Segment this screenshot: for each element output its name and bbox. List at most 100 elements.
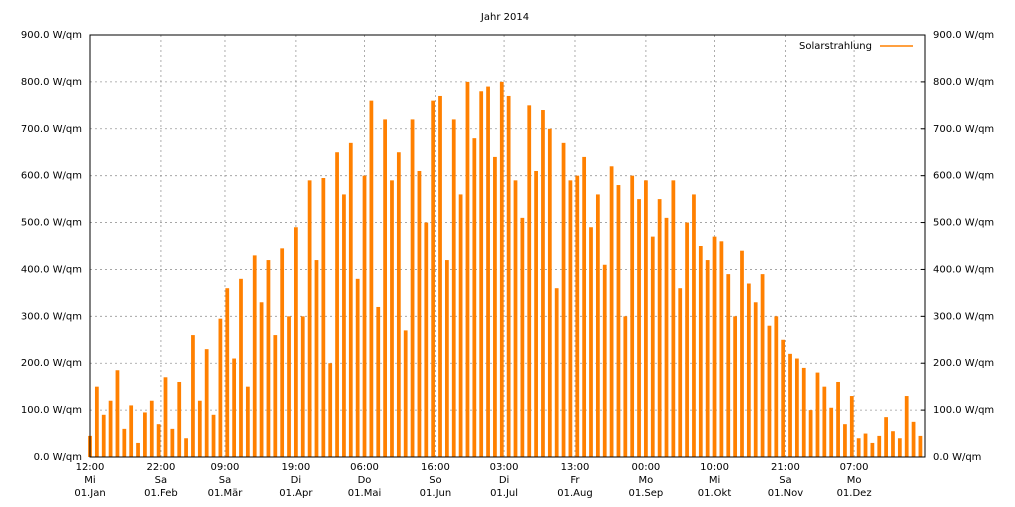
bar — [554, 288, 559, 457]
bar — [849, 396, 854, 457]
bar — [623, 316, 628, 457]
bar — [877, 435, 882, 457]
bar — [486, 86, 490, 458]
x-tick-label: 19:00 Di 01.Apr — [279, 462, 313, 499]
bar — [602, 264, 607, 457]
bar — [184, 438, 188, 457]
bar — [451, 119, 456, 458]
bar — [129, 405, 134, 457]
y-tick-label: 300.0 W/qm — [21, 311, 82, 322]
bar — [163, 377, 168, 457]
x-tick-label: 09:00 Sa 01.Mär — [207, 462, 243, 499]
bar — [335, 152, 339, 457]
bar — [328, 363, 333, 457]
bar — [177, 381, 182, 457]
bar — [664, 217, 669, 457]
bar — [170, 428, 175, 457]
bar — [499, 81, 504, 457]
bar — [294, 227, 298, 457]
bar — [458, 194, 463, 457]
bar — [204, 349, 209, 457]
bar — [108, 400, 113, 457]
bar — [746, 283, 751, 457]
y2-tick-label: 200.0 W/qm — [933, 358, 994, 369]
bar — [403, 330, 408, 457]
bar — [897, 438, 902, 457]
bar — [918, 435, 923, 457]
plot-frame — [89, 34, 926, 458]
bar — [589, 227, 593, 457]
bar — [472, 138, 477, 457]
bar — [644, 180, 648, 457]
bar — [410, 119, 415, 458]
x-tick-label: 06:00 Do 01.Mai — [347, 462, 382, 499]
y-tick-label: 200.0 W/qm — [21, 358, 82, 369]
bar — [753, 302, 758, 457]
bar — [582, 156, 587, 457]
bar — [527, 105, 532, 457]
bar — [307, 180, 312, 457]
bar — [836, 381, 840, 457]
bar — [211, 414, 216, 457]
bar — [595, 194, 600, 457]
legend-label: Solarstrahlung — [799, 41, 872, 52]
bar — [300, 316, 305, 457]
bar — [149, 400, 154, 457]
bar — [795, 358, 799, 457]
y2-tick-label: 600.0 W/qm — [933, 171, 994, 182]
y2-tick-label: 500.0 W/qm — [933, 218, 994, 229]
bar — [671, 180, 676, 457]
y-tick-label: 500.0 W/qm — [21, 218, 82, 229]
bar — [911, 421, 916, 457]
bar — [424, 222, 429, 457]
bar — [252, 255, 257, 457]
bar — [362, 175, 367, 457]
bar — [273, 335, 278, 457]
x-tick-label: 03:00 Di 01.Jul — [489, 462, 519, 499]
bar — [685, 222, 689, 457]
bar — [863, 433, 868, 457]
bar — [520, 217, 525, 457]
y-tick-label: 900.0 W/qm — [21, 30, 82, 41]
bar — [541, 110, 545, 458]
y2-tick-label: 300.0 W/qm — [933, 311, 994, 322]
bar — [417, 170, 422, 457]
bar — [156, 424, 161, 457]
bar — [719, 241, 724, 457]
y2-tick-label: 700.0 W/qm — [933, 124, 994, 135]
bar — [438, 95, 442, 457]
y-tick-label: 0.0 W/qm — [34, 452, 82, 463]
bar — [197, 400, 202, 457]
bar — [191, 335, 195, 457]
bar — [774, 316, 779, 457]
bar — [534, 170, 538, 457]
bar — [561, 142, 566, 457]
bar — [856, 438, 861, 457]
bar — [637, 199, 641, 457]
bar — [678, 288, 683, 457]
bar — [692, 194, 696, 457]
bar — [239, 278, 243, 457]
bar — [287, 316, 291, 457]
y2-tick-label: 100.0 W/qm — [933, 405, 994, 416]
x-tick-label: 13:00 Fr 01.Aug — [557, 462, 593, 499]
y2-tick-label: 0.0 W/qm — [933, 452, 981, 463]
bar — [355, 278, 360, 457]
x-tick-label: 16:00 So 01.Jun — [419, 462, 452, 499]
bar — [444, 260, 449, 457]
bar — [259, 302, 264, 457]
x-tick-label: 22:00 Sa 01.Feb — [144, 462, 178, 499]
x-tick-label: 21:00 Sa 01.Nov — [767, 462, 804, 499]
bar — [479, 91, 484, 458]
bar — [383, 119, 387, 458]
bar — [321, 178, 326, 457]
bar — [369, 100, 374, 458]
bar — [891, 431, 895, 457]
bar — [904, 396, 909, 457]
bar — [225, 288, 230, 457]
bar — [870, 442, 875, 457]
bar — [808, 410, 813, 457]
bar — [815, 372, 820, 457]
